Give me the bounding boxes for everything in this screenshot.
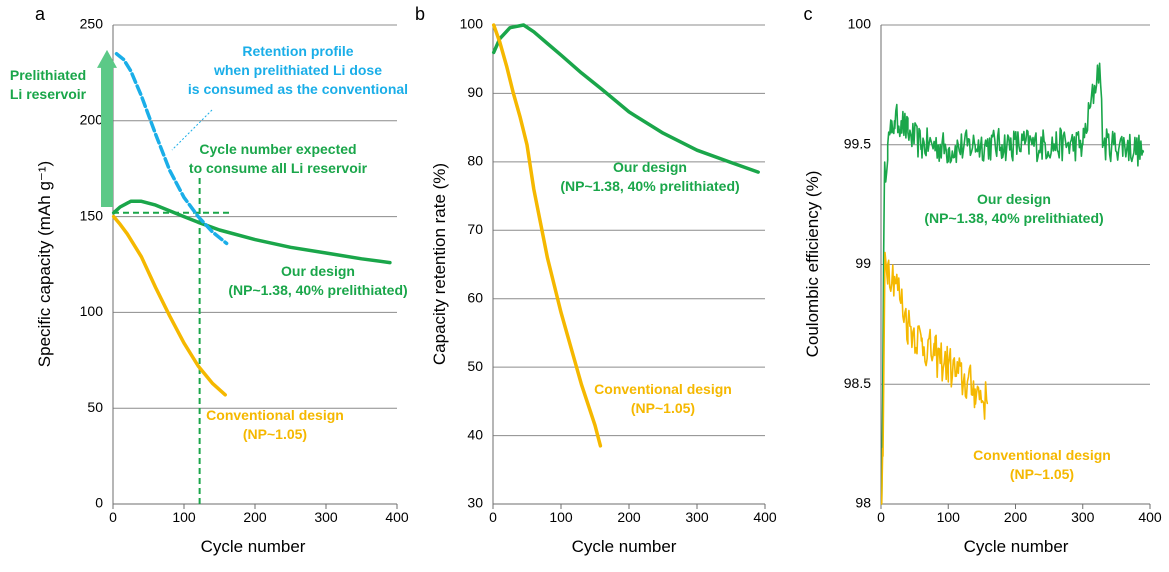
x-axis-label: Cycle number — [964, 537, 1069, 556]
y-tick-label: 98 — [855, 495, 871, 511]
annotation-orange-label: (NP~1.05) — [631, 400, 695, 416]
y-tick-label: 150 — [80, 207, 104, 223]
series-line-green — [880, 62, 1145, 505]
y-tick-label: 70 — [467, 221, 483, 237]
y-tick-label: 30 — [467, 495, 483, 511]
annotation-blue-label: when prelithiated Li dose — [213, 62, 382, 78]
y-tick-label: 50 — [87, 399, 103, 415]
annotation-green-label: (NP~1.38, 40% prelithiated) — [228, 282, 407, 298]
panel-a: a 0 50 100 150 200 250 0 100 200 300 400 Cycle numbe… — [10, 4, 409, 556]
x-axis-label: Cycle number — [572, 537, 677, 556]
x-tick-label: 0 — [877, 509, 885, 525]
annotation-green-label: Our design — [281, 263, 355, 279]
series-line-green — [491, 23, 760, 174]
series-line-orange — [111, 214, 227, 397]
annotation-orange-label: (NP~1.05) — [1010, 466, 1074, 482]
panel-c: c 98 98.5 99 99.5 100 0 100 200 300 400 Cycle numbe… — [803, 4, 1162, 556]
series-line-blue — [114, 51, 229, 246]
y-axis-label: Coulombic efficiency (%) — [803, 171, 822, 358]
x-tick-label: 100 — [549, 509, 573, 525]
annotation-orange-label: Conventional design — [973, 447, 1111, 463]
y-tick-label: 40 — [467, 426, 483, 442]
y-axis-label: Specific capacity (mAh g⁻¹) — [35, 161, 54, 367]
x-tick-label: 200 — [617, 509, 641, 525]
annotation-cycle-label: to consume all Li reservoir — [189, 160, 368, 176]
y-tick-label: 99 — [855, 255, 871, 271]
y-tick-label: 99.5 — [844, 135, 871, 151]
annotation-orange-label: (NP~1.05) — [243, 426, 307, 442]
reservoir-arrow — [97, 49, 117, 208]
y-axis-label: Capacity retention rate (%) — [430, 163, 449, 365]
y-tick-label: 100 — [80, 303, 104, 319]
annotation-blue-label: Retention profile — [242, 43, 353, 59]
annotation-orange-label: Conventional design — [206, 407, 344, 423]
y-tick-label: 100 — [460, 16, 484, 32]
series-line-orange — [880, 251, 989, 505]
y-tick-label: 80 — [467, 153, 483, 169]
y-tick-label: 250 — [80, 16, 104, 32]
pointer-line — [171, 109, 213, 151]
x-axis-label: Cycle number — [201, 537, 306, 556]
annotation-green-label: Our design — [977, 191, 1051, 207]
x-tick-label: 100 — [937, 509, 961, 525]
annotation-arrow-label: Li reservoir — [10, 86, 87, 102]
x-tick-label: 200 — [1004, 509, 1028, 525]
annotation-orange-label: Conventional design — [594, 381, 732, 397]
x-tick-label: 400 — [753, 509, 777, 525]
x-tick-label: 200 — [243, 509, 267, 525]
y-tick-label: 0 — [95, 495, 103, 511]
y-tick-label: 100 — [848, 16, 872, 32]
x-tick-label: 0 — [489, 509, 497, 525]
annotation-green-label: (NP~1.38, 40% prelithiated) — [924, 210, 1103, 226]
x-tick-label: 300 — [1071, 509, 1095, 525]
series-line-orange — [491, 23, 603, 448]
annotation-green-label: Our design — [613, 159, 687, 175]
panel-label: b — [415, 4, 425, 24]
x-tick-label: 400 — [385, 509, 409, 525]
x-tick-label: 400 — [1138, 509, 1162, 525]
y-tick-label: 90 — [467, 84, 483, 100]
y-tick-label: 60 — [467, 289, 483, 305]
panel-b: b 30 40 50 60 70 80 90 100 0 100 200 300 400 Cycle num… — [415, 4, 777, 556]
x-tick-label: 300 — [685, 509, 709, 525]
annotation-arrow-label: Prelithiated — [10, 67, 86, 83]
annotation-blue-label: is consumed as the conventional — [188, 81, 408, 97]
x-tick-label: 100 — [172, 509, 196, 525]
panel-label: c — [804, 4, 813, 24]
annotation-cycle-label: Cycle number expected — [199, 141, 356, 157]
y-tick-label: 200 — [80, 112, 104, 128]
annotation-green-label: (NP~1.38, 40% prelithiated) — [560, 178, 739, 194]
x-tick-label: 300 — [314, 509, 338, 525]
series-line-green — [111, 199, 392, 265]
y-tick-label: 98.5 — [844, 375, 871, 391]
x-tick-label: 0 — [109, 509, 117, 525]
y-tick-label: 50 — [467, 358, 483, 374]
panel-label: a — [35, 4, 46, 24]
